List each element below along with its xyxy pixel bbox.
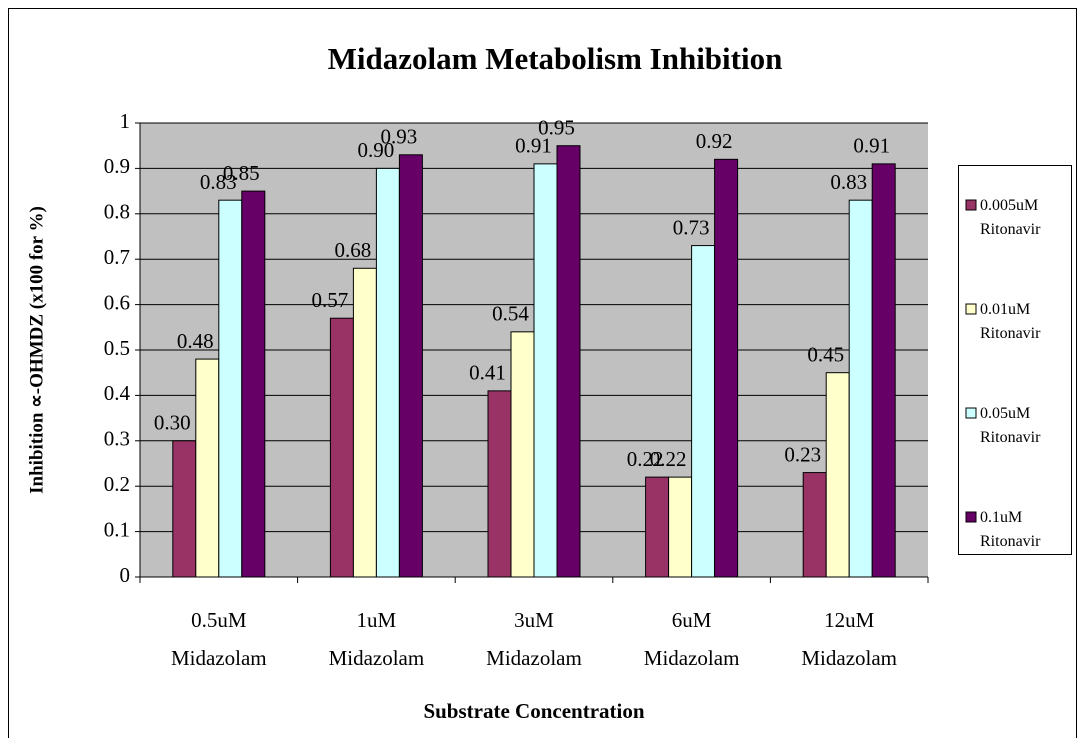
x-tick-label: 1uM Midazolam xyxy=(329,608,425,670)
bar xyxy=(645,476,670,578)
value-label: 0.83 xyxy=(830,170,867,194)
value-label: 0.93 xyxy=(381,125,418,149)
value-label: 0.92 xyxy=(696,129,733,153)
x-axis-label: Substrate Concentration xyxy=(423,699,644,723)
bar xyxy=(825,372,850,578)
x-tick-label: 0.5uM Midazolam xyxy=(171,608,267,670)
value-label: 0.22 xyxy=(627,447,664,471)
x-tick-label: 12uM Midazolam xyxy=(801,608,897,670)
value-label: 0.91 xyxy=(853,134,890,158)
value-label: 0.73 xyxy=(673,215,710,239)
bar xyxy=(714,158,739,578)
y-tick-label: 0.2 xyxy=(104,472,130,496)
bar xyxy=(510,331,535,578)
value-label: 0.48 xyxy=(177,329,214,353)
y-tick-label: 1 xyxy=(120,109,131,133)
legend-swatch xyxy=(965,407,977,419)
value-label: 0.30 xyxy=(154,411,191,435)
bar xyxy=(375,167,400,578)
value-label: 0.90 xyxy=(358,138,395,162)
value-label: 0.54 xyxy=(492,302,529,326)
legend-label: 0.01uM Ritonavir xyxy=(980,301,1041,342)
legend-swatch xyxy=(965,199,977,211)
value-label: 0.83 xyxy=(200,170,237,194)
value-label: 0.95 xyxy=(538,116,575,140)
y-tick-label: 0.4 xyxy=(104,381,131,405)
y-axis-label: Inhibition ∝-OHMDZ (x100 for %) xyxy=(26,206,47,494)
y-tick-label: 0.7 xyxy=(104,245,130,269)
legend-label: 0.1uM Ritonavir xyxy=(980,509,1041,550)
value-label: 0.91 xyxy=(515,134,552,158)
bar xyxy=(802,472,827,578)
value-label: 0.41 xyxy=(469,361,506,385)
legend-swatch xyxy=(965,303,977,315)
value-label: 0.57 xyxy=(312,288,349,312)
bar xyxy=(533,163,558,578)
bar xyxy=(668,476,693,578)
bar xyxy=(352,267,377,578)
legend-swatch xyxy=(965,511,977,523)
bar xyxy=(848,199,873,578)
y-tick-label: 0.9 xyxy=(104,154,130,178)
y-tick-label: 0.1 xyxy=(104,517,130,541)
chart-title: Midazolam Metabolism Inhibition xyxy=(328,41,783,76)
bar xyxy=(487,390,512,578)
bar xyxy=(218,199,243,578)
bar xyxy=(398,154,423,578)
value-label: 0.68 xyxy=(335,238,372,262)
x-tick-label: 3uM Midazolam xyxy=(486,608,582,670)
y-tick-label: 0.6 xyxy=(104,290,130,314)
x-tick-label: 6uM Midazolam xyxy=(644,608,740,670)
bar xyxy=(556,145,581,578)
bar xyxy=(871,163,896,578)
value-label: 0.45 xyxy=(807,343,844,367)
value-label: 0.22 xyxy=(650,447,687,471)
bar xyxy=(691,245,716,578)
legend-label: 0.05uM Ritonavir xyxy=(980,405,1041,446)
y-tick-label: 0 xyxy=(120,563,131,587)
y-tick-label: 0.8 xyxy=(104,200,130,224)
y-tick-label: 0.3 xyxy=(104,427,130,451)
bar xyxy=(241,190,266,578)
legend xyxy=(958,165,1072,555)
value-label: 0.85 xyxy=(223,161,260,185)
legend-label: 0.005uM Ritonavir xyxy=(980,197,1041,238)
bar xyxy=(172,440,197,578)
bar xyxy=(329,317,354,578)
value-label: 0.23 xyxy=(784,442,821,466)
bar xyxy=(195,358,220,578)
y-tick-label: 0.5 xyxy=(104,336,130,360)
